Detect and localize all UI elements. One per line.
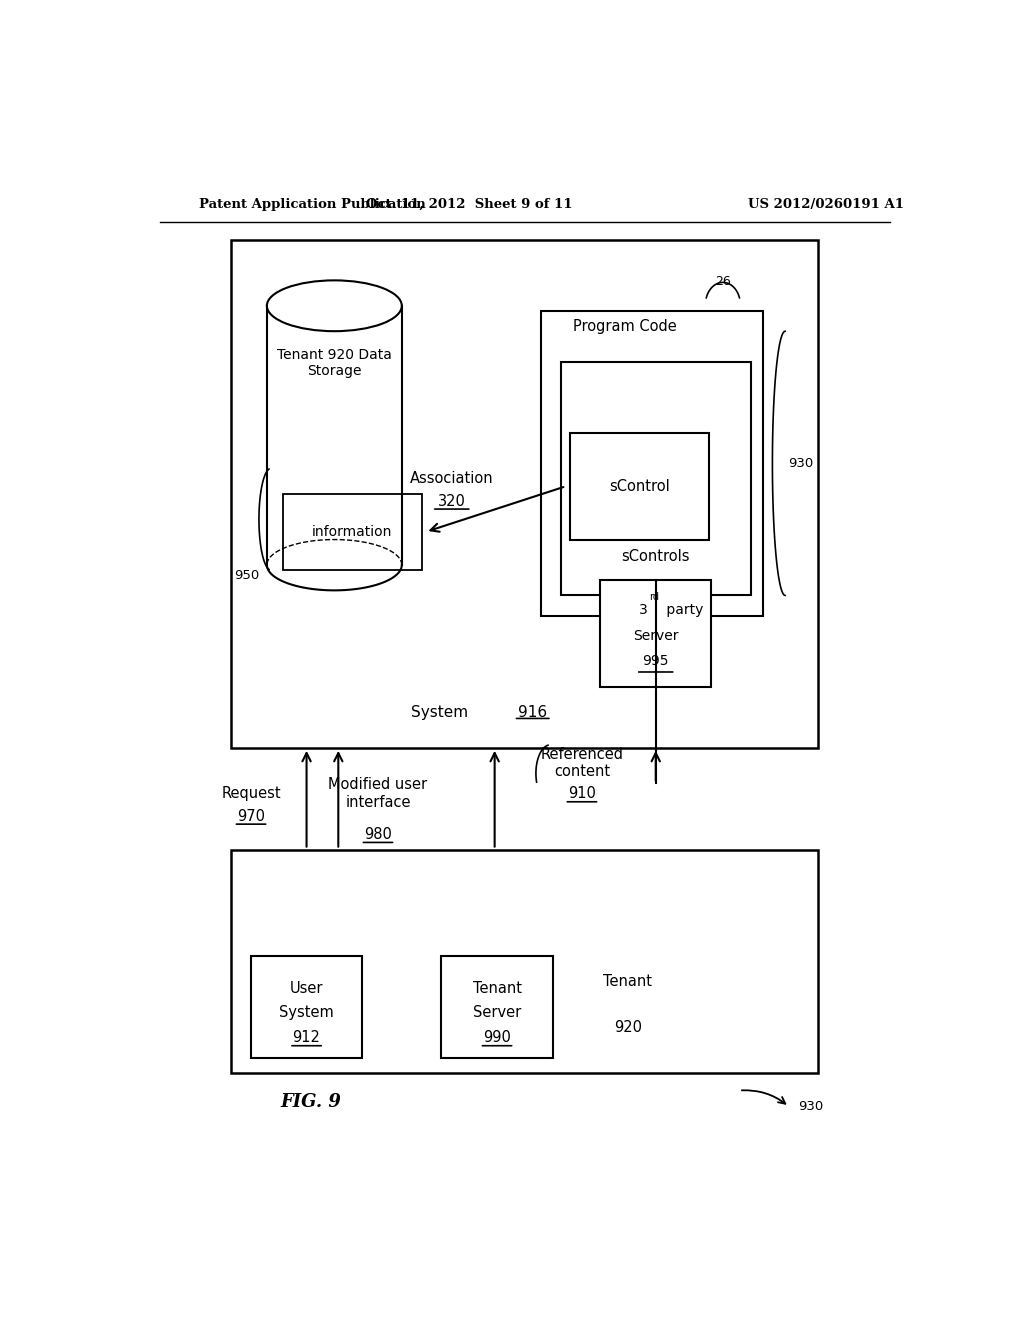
Text: Patent Application Publication: Patent Application Publication — [200, 198, 426, 211]
Text: 912: 912 — [293, 1030, 321, 1045]
Text: 990: 990 — [483, 1030, 511, 1045]
Text: sControl: sControl — [609, 479, 670, 494]
Text: 3: 3 — [639, 603, 648, 616]
FancyBboxPatch shape — [283, 494, 422, 570]
Text: Referenced
content: Referenced content — [541, 747, 624, 779]
FancyBboxPatch shape — [267, 306, 401, 565]
Text: Modified user
interface: Modified user interface — [329, 777, 428, 810]
FancyBboxPatch shape — [251, 956, 362, 1057]
Text: 980: 980 — [365, 826, 392, 842]
Text: 920: 920 — [614, 1020, 642, 1035]
Ellipse shape — [267, 280, 401, 331]
Text: US 2012/0260191 A1: US 2012/0260191 A1 — [749, 198, 904, 211]
Text: Tenant 920 Data
Storage: Tenant 920 Data Storage — [276, 347, 392, 378]
Text: Server: Server — [633, 628, 679, 643]
Text: sControls: sControls — [622, 549, 690, 565]
FancyBboxPatch shape — [441, 956, 553, 1057]
Text: Server: Server — [473, 1005, 521, 1019]
Text: 916: 916 — [518, 705, 547, 719]
Text: rd: rd — [649, 591, 659, 602]
Text: Program Code: Program Code — [573, 318, 677, 334]
FancyBboxPatch shape — [231, 850, 818, 1073]
FancyBboxPatch shape — [600, 581, 712, 686]
Text: Request: Request — [221, 787, 281, 801]
Text: 970: 970 — [237, 809, 265, 824]
FancyBboxPatch shape — [231, 240, 818, 748]
Text: Oct. 11, 2012  Sheet 9 of 11: Oct. 11, 2012 Sheet 9 of 11 — [366, 198, 572, 211]
Text: User: User — [290, 981, 324, 997]
Text: System: System — [280, 1005, 334, 1019]
Text: 910: 910 — [568, 787, 596, 801]
Text: 950: 950 — [234, 569, 260, 582]
Text: 995: 995 — [642, 655, 669, 668]
Text: Tenant: Tenant — [472, 981, 521, 997]
FancyBboxPatch shape — [570, 433, 709, 540]
Text: FIG. 9: FIG. 9 — [281, 1093, 341, 1110]
FancyBboxPatch shape — [560, 362, 751, 595]
Text: information: information — [312, 525, 392, 539]
Text: 930: 930 — [799, 1100, 824, 1113]
Text: System: System — [412, 705, 473, 719]
FancyBboxPatch shape — [541, 312, 763, 615]
Text: Tenant: Tenant — [603, 974, 652, 989]
Text: 930: 930 — [788, 457, 814, 470]
Text: 320: 320 — [438, 495, 466, 510]
Text: party: party — [663, 603, 703, 616]
Text: 26: 26 — [715, 276, 731, 289]
Text: Association: Association — [410, 471, 494, 486]
